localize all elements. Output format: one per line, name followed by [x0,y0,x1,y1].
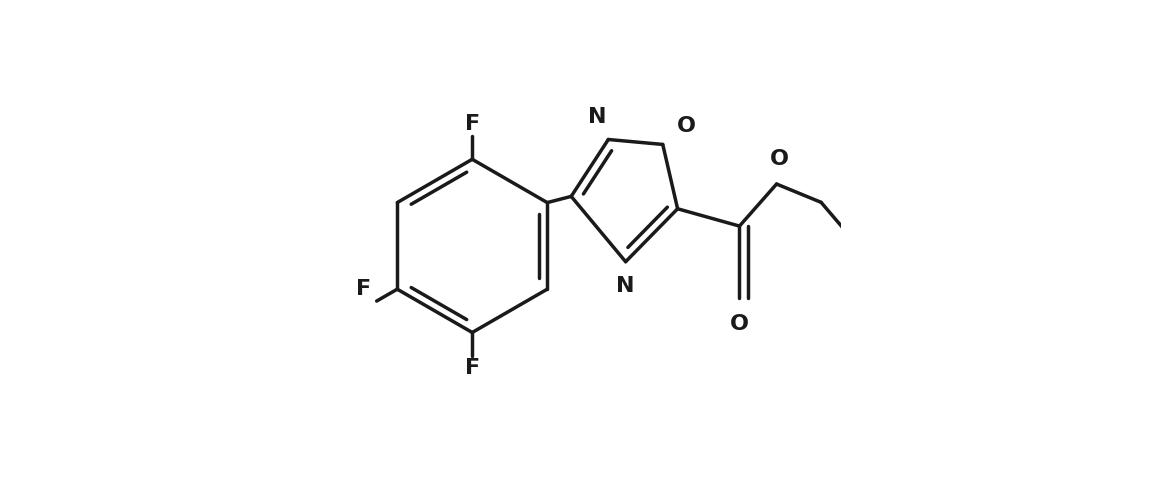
Text: O: O [770,149,789,169]
Text: F: F [464,114,479,134]
Text: O: O [676,116,696,135]
Text: F: F [464,358,479,378]
Text: O: O [730,314,749,334]
Text: F: F [357,279,372,299]
Text: N: N [616,276,635,295]
Text: N: N [588,107,607,127]
